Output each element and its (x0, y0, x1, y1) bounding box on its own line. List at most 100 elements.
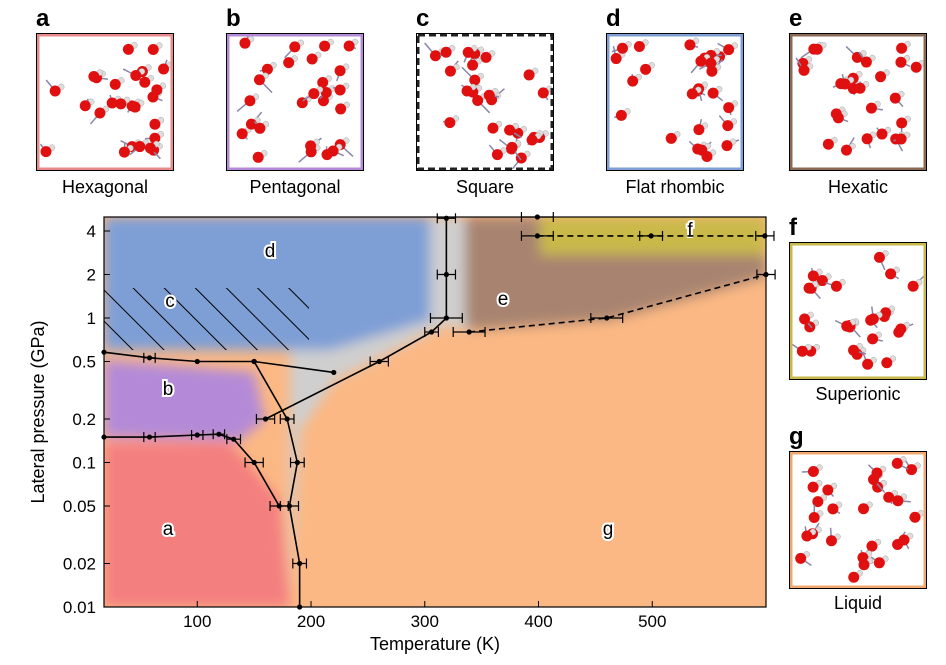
oxygen (158, 63, 169, 74)
oxygen (723, 44, 734, 55)
oxygen (812, 44, 823, 55)
panel-name: Superionic (815, 384, 900, 404)
panel-letter: e (789, 5, 802, 32)
oxygen (139, 77, 150, 88)
oxygen (833, 112, 844, 123)
oxygen (705, 58, 716, 69)
data-point (467, 329, 472, 334)
oxygen (859, 559, 870, 570)
y-tick-label: 0.1 (72, 454, 96, 473)
region-label: b (163, 379, 174, 400)
panel-letter: c (416, 5, 429, 32)
oxygen (145, 143, 156, 154)
oxygen (841, 145, 852, 156)
oxygen (244, 95, 255, 106)
panel-name: Hexatic (828, 177, 888, 197)
panel-name: Square (456, 177, 514, 197)
oxygen (308, 88, 319, 99)
data-point (147, 355, 152, 360)
oxygen (858, 503, 869, 514)
region-label: g (603, 519, 614, 540)
region-c (104, 288, 309, 350)
oxygen (871, 468, 882, 479)
oxygen (254, 74, 265, 85)
data-point (216, 432, 221, 437)
oxygen (701, 151, 712, 162)
region-label: d (265, 241, 276, 262)
oxygen (627, 76, 638, 87)
oxygen (94, 107, 105, 118)
y-tick-label: 1 (87, 309, 96, 328)
oxygen (467, 60, 478, 71)
oxygen (908, 281, 919, 292)
oxygen (524, 69, 535, 80)
oxygen (469, 75, 480, 86)
oxygen (444, 117, 455, 128)
data-point (444, 315, 449, 320)
oxygen (911, 62, 922, 73)
data-point (649, 233, 654, 238)
data-point (535, 214, 540, 219)
oxygen (868, 313, 879, 324)
data-point (101, 350, 106, 355)
data-point (429, 329, 434, 334)
phase-regions (104, 217, 766, 607)
oxygen (463, 47, 474, 58)
data-point (763, 272, 768, 277)
oxygen (110, 79, 121, 90)
oxygen (430, 50, 441, 61)
oxygen (335, 84, 346, 95)
oxygen (695, 56, 706, 67)
x-tick-label: 400 (524, 612, 552, 631)
oxygen (472, 95, 483, 106)
oxygen (616, 110, 627, 121)
oxygen (130, 70, 141, 81)
y-tick-label: 0.02 (63, 555, 96, 574)
y-tick-label: 0.2 (72, 410, 96, 429)
oxygen (492, 149, 503, 160)
oxygen (484, 90, 495, 101)
oxygen (335, 65, 346, 76)
oxygen (148, 44, 159, 55)
oxygen (708, 88, 719, 99)
oxygen (809, 512, 820, 523)
oxygen (862, 359, 873, 370)
oxygen (328, 146, 339, 157)
oxygen (307, 53, 318, 64)
oxygen (115, 98, 126, 109)
y-tick-label: 0.5 (72, 352, 96, 371)
oxygen (722, 120, 733, 131)
oxygen (896, 118, 907, 129)
panel-letter: d (606, 5, 621, 32)
oxygen (80, 100, 91, 111)
y-axis-title: Lateral pressure (GPa) (28, 320, 48, 503)
data-point (263, 416, 268, 421)
y-tick-label: 0.01 (63, 598, 96, 617)
data-point (295, 460, 300, 465)
oxygen (866, 541, 877, 552)
oxygen (239, 38, 250, 49)
oxygen (795, 553, 806, 564)
oxygen (151, 84, 162, 95)
oxygen (527, 135, 538, 146)
oxygen (892, 495, 903, 506)
oxygen (874, 252, 885, 263)
oxygen (895, 324, 906, 335)
data-point (762, 233, 767, 238)
oxygen (822, 484, 833, 495)
oxygen (841, 321, 852, 332)
oxygen (861, 57, 872, 68)
data-point (444, 272, 449, 277)
oxygen (896, 43, 907, 54)
panel-letter: g (789, 423, 804, 450)
oxygen (848, 572, 859, 583)
data-point (377, 359, 382, 364)
oxygen (88, 71, 99, 82)
oxygen (687, 88, 698, 99)
oxygen (305, 140, 316, 151)
oxygen (881, 357, 892, 368)
oxygen (134, 141, 145, 152)
oxygen (319, 41, 330, 52)
oxygen (817, 275, 828, 286)
oxygen (253, 152, 264, 163)
